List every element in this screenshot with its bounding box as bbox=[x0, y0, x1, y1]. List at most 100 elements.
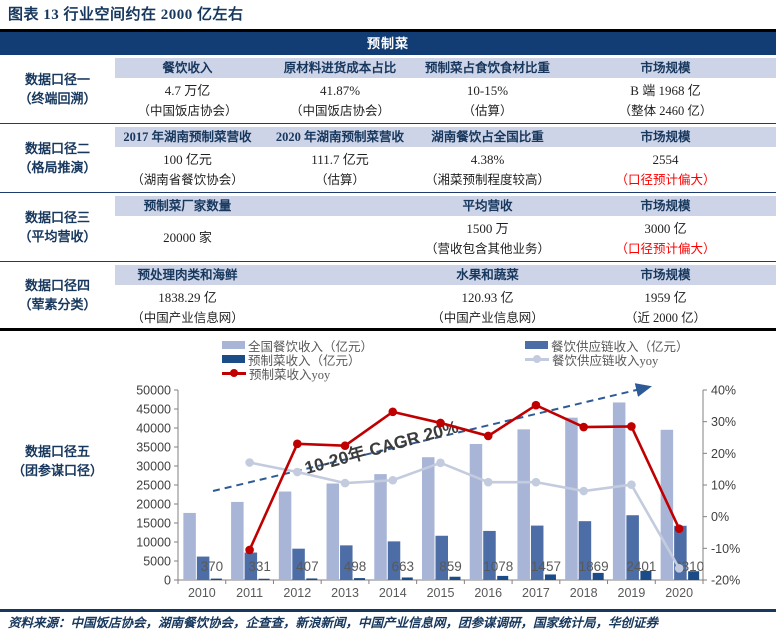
bar-0-2010 bbox=[183, 512, 196, 580]
legend-label: 预制菜收入（亿元） bbox=[248, 353, 361, 368]
x-axis-year-label: 2020 bbox=[665, 586, 693, 600]
legend-item-3: 预制菜收入yoy bbox=[222, 366, 331, 382]
left-axis-label: 45000 bbox=[136, 403, 171, 417]
table-rowgroup-2: 数据口径二 （格局推演） 2017 年湖南预制菜营收 100 亿元 （湖南省餐饮协会） 2… bbox=[0, 124, 776, 193]
table-rowgroup-1: 数据口径一 （终端回溯） 餐饮收入 4.7 万亿 （中国饭店协会） 原材料进货成本占比 41… bbox=[0, 55, 776, 124]
cell-note: （湘菜预制程度较高） bbox=[424, 173, 550, 187]
bar-2-2015 bbox=[449, 576, 461, 580]
x-axis-year-label: 2014 bbox=[379, 586, 407, 600]
row-label-2: 数据口径二 （格局推演） bbox=[18, 141, 97, 175]
left-axis-label: 50000 bbox=[136, 384, 171, 398]
table-band-header: 预制菜 bbox=[0, 32, 776, 55]
cell-note: （口径预计偏大） bbox=[615, 173, 716, 187]
legend-label: 餐饮供应链收入yoy bbox=[552, 353, 659, 368]
right-axis-label: -20% bbox=[711, 574, 740, 588]
bar-0-2011 bbox=[231, 501, 244, 580]
x-axis-year-label: 2019 bbox=[618, 586, 646, 600]
cell-header: 市场规模 bbox=[640, 61, 691, 75]
right-axis-label: 10% bbox=[711, 479, 736, 493]
row-label-1: 数据口径一 （终端回溯） bbox=[18, 72, 97, 106]
cell-value: 1500 万 bbox=[466, 221, 509, 236]
cell-header: 2020 年湖南预制菜营收 bbox=[275, 130, 405, 144]
bar-0-2015 bbox=[422, 457, 435, 580]
legend-item-2: 预制菜收入（亿元） bbox=[222, 352, 361, 368]
cell-header: 市场规模 bbox=[640, 130, 691, 144]
cell-header: 市场规模 bbox=[640, 199, 691, 213]
yoy-marker bbox=[674, 563, 684, 573]
legend-label: 餐饮供应链收入（亿元） bbox=[551, 339, 689, 354]
yoy-marker bbox=[293, 467, 302, 477]
bar-0-2014 bbox=[374, 474, 387, 580]
bar-1-2017 bbox=[530, 525, 544, 580]
chart-section: 数据口径五 （团参谋口径） 0 5000 10000 15000 20000 25000 3… bbox=[0, 331, 776, 609]
bar-0-2018 bbox=[565, 417, 578, 580]
legend-bar-swatch bbox=[525, 341, 548, 349]
cell-note: （整体 2460 亿） bbox=[618, 104, 713, 118]
right-axis-label: 30% bbox=[711, 415, 736, 429]
cell-value: 111.7 亿元 bbox=[311, 152, 369, 167]
bar-data-label: 859 bbox=[439, 559, 462, 574]
data-table: 数据口径一 （终端回溯） 餐饮收入 4.7 万亿 （中国饭店协会） 原材料进货成本占比 41… bbox=[0, 55, 776, 331]
bar-0-2017 bbox=[517, 429, 530, 580]
cell-value: 3000 亿 bbox=[644, 221, 687, 236]
bar-data-label: 370 bbox=[201, 559, 224, 574]
yoy-marker bbox=[293, 439, 302, 449]
cell-header: 预制菜占食饮食材比重 bbox=[424, 61, 550, 75]
yoy-marker bbox=[531, 477, 541, 487]
cell-header: 平均营收 bbox=[462, 199, 513, 213]
yoy-line-gray bbox=[249, 461, 681, 569]
cell-note: （口径预计偏大） bbox=[615, 242, 716, 256]
cell-value: 120.93 亿 bbox=[461, 290, 514, 305]
left-axis-label: 35000 bbox=[136, 441, 171, 455]
cell-value: B 端 1968 亿 bbox=[630, 83, 701, 98]
bar-0-2019 bbox=[612, 402, 626, 580]
bar-1-2011 bbox=[244, 552, 258, 580]
cell-note: （营收包含其他业务） bbox=[424, 242, 550, 256]
bar-1-2010 bbox=[196, 556, 210, 580]
legend-label: 预制菜收入yoy bbox=[249, 367, 331, 382]
left-axis-label: 30000 bbox=[136, 460, 171, 474]
x-axis-year-label: 2012 bbox=[283, 586, 311, 600]
yoy-marker bbox=[245, 458, 254, 467]
cell-value: 4.38% bbox=[470, 152, 505, 167]
cell-header: 预处理肉类和海鲜 bbox=[137, 268, 238, 282]
left-axis-label: 10000 bbox=[136, 536, 171, 550]
yoy-marker bbox=[245, 545, 254, 555]
bar-data-label: 1078 bbox=[483, 559, 513, 574]
cell-header: 原材料进货成本占比 bbox=[283, 61, 397, 75]
bar-2-2016 bbox=[497, 575, 509, 580]
left-axis-label: 5000 bbox=[143, 555, 171, 569]
cell-value: 2554 bbox=[652, 152, 679, 167]
bar-0-2013 bbox=[326, 483, 340, 580]
right-axis-label: -10% bbox=[711, 542, 740, 556]
table-rowgroup-3: 数据口径三 （平均营收） 预制菜厂家数量 20000 家 平均营收 1500 万 （营收包含… bbox=[0, 193, 776, 262]
bar-0-2012 bbox=[278, 491, 292, 580]
x-axis-year-label: 2018 bbox=[570, 586, 598, 600]
bar-2-2010 bbox=[210, 578, 222, 580]
cagr-trend-arrow bbox=[212, 383, 652, 492]
cell-header: 湖南餐饮占全国比重 bbox=[431, 130, 544, 144]
bar-data-label: 663 bbox=[392, 559, 415, 574]
legend-label: 全国餐饮收入（亿元） bbox=[248, 339, 374, 354]
bar-2-2020 bbox=[688, 571, 700, 580]
yoy-marker bbox=[436, 458, 445, 468]
top-rule bbox=[0, 29, 776, 32]
cell-value: 100 亿元 bbox=[163, 152, 212, 167]
bar-2-2018 bbox=[592, 572, 604, 580]
right-axis-label: 0% bbox=[711, 510, 729, 524]
bar-2-2019 bbox=[640, 570, 652, 580]
row-label-4: 数据口径四 （荤素分类） bbox=[18, 278, 97, 312]
cell-note: （估算） bbox=[314, 173, 365, 187]
bar-1-2019 bbox=[626, 515, 639, 580]
x-axis-year-label: 2016 bbox=[474, 586, 502, 600]
yoy-marker bbox=[627, 480, 636, 489]
yoy-marker bbox=[436, 418, 445, 428]
yoy-marker bbox=[483, 477, 493, 487]
yoy-marker bbox=[627, 422, 636, 431]
bar-2-2012 bbox=[306, 578, 318, 580]
yoy-marker bbox=[531, 400, 541, 410]
bar-data-label: 498 bbox=[344, 559, 367, 574]
bar-1-2016 bbox=[483, 530, 496, 580]
yoy-marker bbox=[674, 524, 684, 533]
subheader-strip bbox=[115, 196, 776, 216]
